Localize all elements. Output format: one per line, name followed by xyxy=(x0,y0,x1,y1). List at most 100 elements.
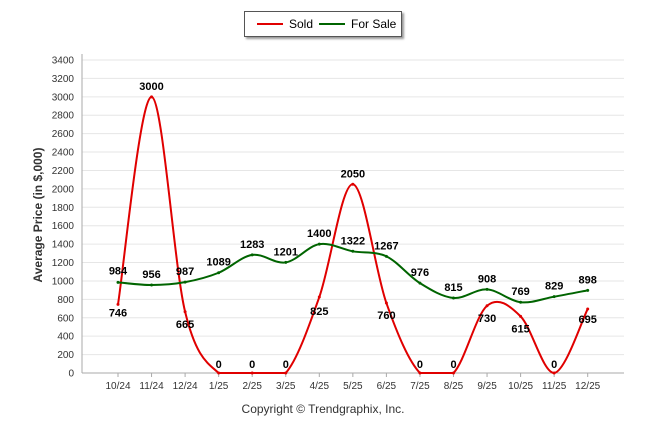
data-point[interactable] xyxy=(250,253,254,257)
y-tick-label: 1800 xyxy=(52,203,75,214)
data-point[interactable] xyxy=(418,281,422,285)
y-tick-label: 200 xyxy=(57,350,74,361)
data-point[interactable] xyxy=(351,249,355,253)
data-point[interactable] xyxy=(519,314,523,318)
data-point[interactable] xyxy=(452,371,455,375)
data-point[interactable] xyxy=(217,371,221,375)
data-point[interactable] xyxy=(116,302,120,306)
x-tick-label: 5/25 xyxy=(343,381,363,392)
data-label: 769 xyxy=(511,286,529,298)
data-label: 987 xyxy=(176,266,194,278)
y-tick-label: 2000 xyxy=(52,184,75,195)
data-label: 1400 xyxy=(307,228,331,240)
data-label: 0 xyxy=(283,359,289,371)
legend-item-sold[interactable]: Sold xyxy=(257,17,313,31)
data-label: 815 xyxy=(444,282,462,294)
data-label: 695 xyxy=(579,314,597,326)
data-label: 0 xyxy=(551,359,557,371)
data-point[interactable] xyxy=(552,371,556,375)
data-point[interactable] xyxy=(586,307,590,311)
y-tick-label: 2600 xyxy=(52,129,75,140)
x-tick-label: 11/24 xyxy=(139,381,164,392)
x-tick-label: 9/25 xyxy=(477,381,497,392)
x-tick-label: 2/25 xyxy=(242,381,262,392)
data-point[interactable] xyxy=(116,280,120,284)
legend-swatch-for-sale xyxy=(319,23,345,25)
y-tick-label: 1400 xyxy=(52,240,75,251)
data-label: 3000 xyxy=(139,81,163,93)
legend-item-for-sale[interactable]: For Sale xyxy=(319,17,396,31)
x-tick-label: 1/25 xyxy=(209,381,229,392)
y-tick-label: 800 xyxy=(57,295,74,306)
series-line-sold xyxy=(117,95,589,375)
data-label: 746 xyxy=(109,307,127,319)
y-tick-label: 1200 xyxy=(52,258,75,269)
data-point[interactable] xyxy=(317,295,321,299)
data-point[interactable] xyxy=(519,300,523,304)
y-tick-label: 1000 xyxy=(52,276,75,287)
grid-lines xyxy=(82,59,624,356)
data-point[interactable] xyxy=(150,95,154,99)
data-label: 1267 xyxy=(374,240,398,252)
legend: Sold For Sale xyxy=(244,11,402,37)
data-point[interactable] xyxy=(183,310,187,314)
y-tick-label: 2800 xyxy=(52,111,75,122)
y-tick-label: 2400 xyxy=(52,148,75,159)
data-point[interactable] xyxy=(317,242,321,246)
data-point[interactable] xyxy=(485,287,489,291)
data-point[interactable] xyxy=(351,182,355,186)
data-point[interactable] xyxy=(217,271,221,275)
legend-label-sold: Sold xyxy=(289,17,314,31)
data-label: 956 xyxy=(142,269,160,281)
x-tick-label: 4/25 xyxy=(310,381,330,392)
data-point[interactable] xyxy=(452,296,455,300)
data-label: 984 xyxy=(109,265,128,277)
y-tick-label: 600 xyxy=(57,313,74,324)
data-label: 2050 xyxy=(341,168,365,180)
x-tick-label: 10/25 xyxy=(508,381,533,392)
data-label: 0 xyxy=(417,359,423,371)
y-tick-label: 1600 xyxy=(52,221,75,232)
data-label: 730 xyxy=(478,313,496,325)
data-label: 0 xyxy=(249,359,255,371)
axes: 0 200 400 600 800 1000 1200 1400 1600 1800 2000 220… xyxy=(52,54,624,392)
data-label: 825 xyxy=(310,306,328,318)
y-tick-label: 3000 xyxy=(52,92,75,103)
legend-swatch-sold xyxy=(257,23,283,25)
data-point[interactable] xyxy=(384,301,388,305)
copyright-text: Copyright © Trendgraphix, Inc. xyxy=(241,402,405,416)
data-label: 665 xyxy=(176,319,194,331)
y-tick-label: 400 xyxy=(57,332,74,343)
data-label: 1283 xyxy=(240,239,264,251)
data-point[interactable] xyxy=(250,371,254,375)
data-point[interactable] xyxy=(418,371,422,375)
data-label: 1322 xyxy=(341,235,365,247)
data-point[interactable] xyxy=(150,283,154,287)
data-label: 976 xyxy=(411,267,429,279)
data-label: 615 xyxy=(511,323,529,335)
x-tick-label: 10/24 xyxy=(105,381,130,392)
data-label: 1201 xyxy=(274,246,298,258)
data-point[interactable] xyxy=(284,371,288,375)
data-point[interactable] xyxy=(485,304,489,308)
x-tick-label: 7/25 xyxy=(410,381,430,392)
data-label: 0 xyxy=(450,359,456,371)
data-point[interactable] xyxy=(552,295,556,299)
data-label: 898 xyxy=(579,274,597,286)
x-tick-label: 11/25 xyxy=(542,381,567,392)
y-tick-label: 3400 xyxy=(52,56,75,67)
x-tick-label: 6/25 xyxy=(377,381,397,392)
data-point[interactable] xyxy=(384,254,388,258)
data-point[interactable] xyxy=(586,288,590,292)
y-axis-label: Average Price (in $,000) xyxy=(31,148,45,283)
data-point[interactable] xyxy=(183,280,187,284)
y-tick-label: 2200 xyxy=(52,166,75,177)
data-point[interactable] xyxy=(284,260,288,264)
series-lines xyxy=(116,95,590,375)
x-tick-label: 12/25 xyxy=(575,381,600,392)
x-tick-label: 12/24 xyxy=(173,381,198,392)
data-label: 829 xyxy=(545,281,563,293)
legend-label-for-sale: For Sale xyxy=(351,17,397,31)
y-tick-label: 3200 xyxy=(52,74,75,85)
